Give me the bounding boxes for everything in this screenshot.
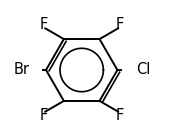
Text: F: F — [116, 108, 124, 123]
Text: F: F — [40, 17, 48, 32]
Text: F: F — [116, 17, 124, 32]
Text: Br: Br — [14, 62, 30, 78]
Text: F: F — [40, 108, 48, 123]
Text: Cl: Cl — [136, 62, 151, 78]
